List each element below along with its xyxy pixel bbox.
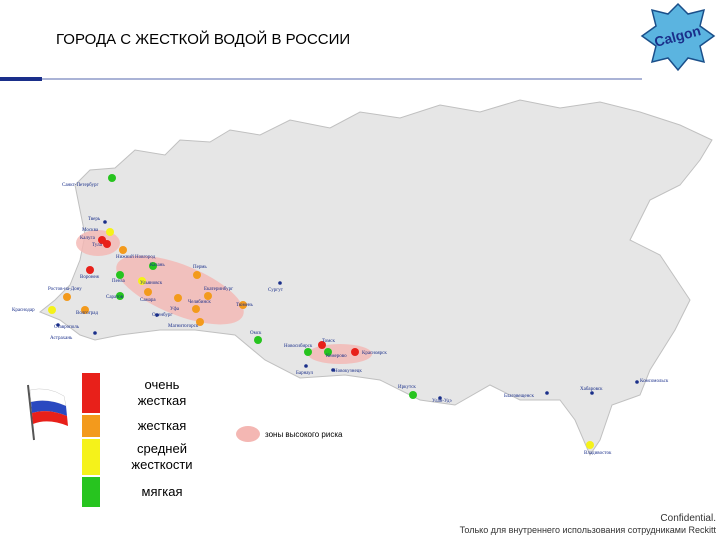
city-marker <box>93 331 97 335</box>
city-label: Владивосток <box>584 451 612 456</box>
city-marker <box>192 305 200 313</box>
risk-legend-swatch <box>236 426 260 442</box>
city-label: Комсомольск <box>640 379 669 384</box>
legend-swatch <box>82 373 100 413</box>
city-label: Ставрополь <box>54 325 80 330</box>
city-label: Воронеж <box>80 275 100 280</box>
city-marker <box>196 318 204 326</box>
city-marker <box>635 380 639 384</box>
city-label: Самара <box>140 298 156 303</box>
rule <box>42 78 642 80</box>
footer-note: Только для внутреннего использования сот… <box>460 525 717 535</box>
city-marker <box>193 271 201 279</box>
legend-swatch <box>82 439 100 475</box>
city-label: Благовещенск <box>504 394 534 399</box>
city-label: Челябинск <box>188 300 211 305</box>
city-label: Пенза <box>112 279 125 284</box>
city-marker <box>103 220 107 224</box>
legend: очень жесткая жесткая средней жесткости мягка… <box>82 373 193 507</box>
city-marker <box>56 323 60 327</box>
city-label: Уфа <box>170 307 180 312</box>
rule-accent <box>0 77 42 81</box>
city-marker <box>86 266 94 274</box>
risk-zone <box>76 230 120 256</box>
city-marker <box>204 292 212 300</box>
city-marker <box>149 262 157 270</box>
city-marker <box>318 341 326 349</box>
city-marker <box>409 391 417 399</box>
city-label: Ростов-на-Дону <box>48 287 82 292</box>
city-marker <box>155 313 159 317</box>
city-marker <box>108 174 116 182</box>
logo: Calgon <box>640 2 716 72</box>
city-marker <box>81 306 89 314</box>
city-label: Тюмень <box>236 303 254 308</box>
city-label: Калуга <box>80 236 96 241</box>
city-marker <box>103 240 111 248</box>
city-marker <box>545 391 549 395</box>
city-label: Магнитогорск <box>168 324 199 329</box>
legend-swatch <box>82 477 100 507</box>
city-label: Сургут <box>268 288 284 293</box>
city-label: Казань <box>150 263 165 268</box>
city-marker <box>304 364 308 368</box>
city-marker <box>106 228 114 236</box>
city-marker <box>254 336 262 344</box>
city-marker <box>116 271 124 279</box>
city-label: Астрахань <box>50 336 73 341</box>
confidential: Confidential. <box>660 513 716 524</box>
legend-label: мягкая <box>142 484 183 499</box>
russia-map <box>39 99 713 457</box>
city-label: Новокузнецк <box>334 369 362 374</box>
city-marker <box>119 246 127 254</box>
city-label: Новосибирск <box>284 344 313 349</box>
city-label: Саратов <box>106 295 124 300</box>
legend-swatch <box>82 415 100 437</box>
city-marker <box>278 281 282 285</box>
city-marker <box>586 441 594 449</box>
city-label: Омск <box>250 331 262 336</box>
city-label: Тула <box>92 243 103 248</box>
city-marker <box>239 301 247 309</box>
city-label: Москва <box>82 228 99 233</box>
city-label: Оренбург <box>152 313 172 318</box>
city-marker <box>438 396 442 400</box>
city-label: Пермь <box>193 265 207 270</box>
city-label: Екатеринбург <box>204 287 233 292</box>
cities: Санкт-Петербург Тверь Москва Калуга Тула Нижн… <box>12 174 669 456</box>
city-label: Краснодар <box>12 308 35 313</box>
city-label: Волгоград <box>76 311 98 316</box>
risk-zone <box>116 255 244 325</box>
city-label: Иркутск <box>398 385 416 390</box>
city-marker <box>351 348 359 356</box>
flag <box>27 384 68 441</box>
city-marker <box>174 294 182 302</box>
city-marker <box>144 288 152 296</box>
city-label: Тверь <box>88 217 101 222</box>
city-marker <box>116 292 124 300</box>
city-marker <box>331 368 335 372</box>
city-marker <box>304 348 312 356</box>
legend-label: очень жесткая <box>138 377 187 408</box>
city-label: Барнаул <box>296 371 314 376</box>
city-marker <box>590 391 594 395</box>
city-marker <box>324 348 332 356</box>
city-label: Улан-Удэ <box>432 399 452 404</box>
legend-label: жесткая <box>138 418 187 433</box>
city-marker <box>138 277 146 285</box>
city-marker <box>48 306 56 314</box>
risk-legend-label: зоны высокого риска <box>265 430 343 439</box>
city-label: Кемерово <box>326 354 347 359</box>
city-label: Нижний Новгород <box>116 255 156 260</box>
legend-label: средней жесткости <box>131 441 192 472</box>
title: ГОРОДА С ЖЕСТКОЙ ВОДОЙ В РОССИИ <box>56 30 350 48</box>
city-label: Санкт-Петербург <box>62 183 99 188</box>
city-label: Томск <box>322 339 335 344</box>
city-label: Ульяновск <box>140 281 163 286</box>
city-marker <box>63 293 71 301</box>
city-label: Красноярск <box>362 351 387 356</box>
city-label: Хабаровск <box>580 387 603 392</box>
